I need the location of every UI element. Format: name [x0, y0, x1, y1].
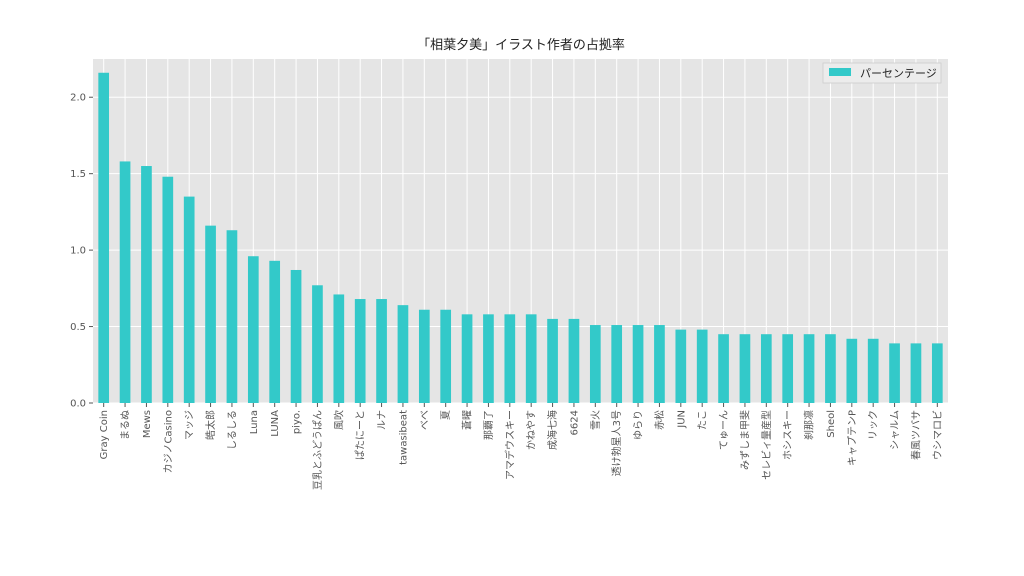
bar [504, 314, 516, 403]
y-tick-label: 1.5 [70, 169, 86, 180]
x-tick-label: 風吹 [332, 410, 345, 430]
x-tick-label: 赤松 [653, 410, 666, 430]
x-tick-label: 那覇了 [483, 410, 495, 440]
bar [141, 166, 152, 403]
bar [739, 334, 751, 403]
x-tick-label: しるしる [226, 410, 238, 450]
legend: パーセンテージ [822, 62, 942, 84]
x-tick-label: Mews [142, 410, 153, 438]
bar [867, 338, 879, 403]
x-tick-label: 透け勃星人3号 [610, 410, 623, 476]
bar [525, 314, 537, 403]
x-tick-label: たこ [697, 410, 709, 430]
x-tick-label: 刹那凛 [803, 410, 816, 440]
bar [333, 294, 345, 403]
x-tick-label: 成海七海 [546, 410, 559, 450]
bar [846, 338, 858, 403]
bar [290, 269, 302, 403]
x-tick-label: 6624 [569, 410, 580, 435]
bar [397, 305, 409, 403]
legend-label: パーセンテージ [860, 67, 937, 80]
x-tick-label: piyo. [292, 410, 303, 434]
x-tick-label: Sheol [826, 410, 837, 438]
bar [483, 314, 494, 403]
x-tick-label: ルナ [376, 410, 388, 430]
x-tick-label: tawasibeat [398, 410, 409, 465]
bar [889, 343, 900, 403]
bar [931, 343, 943, 403]
x-axis-ticks: Gray Coin まるぬ Mews カジノCasino マッジ 皓太郎 しるしる Luna L… [99, 403, 944, 490]
bar [247, 256, 259, 403]
bar [440, 309, 452, 403]
bar [654, 325, 665, 403]
bar [354, 299, 366, 403]
x-tick-label: Gray Coin [99, 410, 110, 459]
bar [119, 161, 131, 403]
x-tick-label: アマデウスキー [503, 410, 516, 480]
bar [696, 329, 708, 403]
x-tick-label: JUN [676, 410, 687, 429]
bar [803, 334, 815, 403]
bar [611, 325, 623, 403]
x-tick-label: ゆらり [633, 410, 645, 440]
bars [98, 72, 943, 403]
y-axis-ticks: 0.0 0.5 1.0 1.5 2.0 [70, 93, 93, 410]
x-tick-label: まるぬ [120, 410, 132, 440]
bar [312, 285, 323, 403]
x-tick-label: 蒼曜 [462, 410, 474, 430]
x-tick-label: ウシマロビ [932, 410, 944, 460]
bar [183, 196, 195, 403]
x-tick-label: LUNA [270, 410, 281, 437]
x-tick-label: 豆乳とふどうぱん [311, 410, 324, 490]
x-tick-label: マッジ [185, 410, 196, 440]
bar [98, 72, 110, 403]
x-tick-label: ホシスキー [782, 410, 794, 460]
bar [418, 309, 430, 403]
bar [568, 318, 580, 403]
x-tick-label: 雪火 [590, 410, 602, 430]
legend-box [822, 62, 942, 84]
bar [269, 260, 281, 403]
y-tick-label: 0.5 [70, 322, 86, 333]
bar [376, 299, 387, 403]
x-tick-label: てゅーん [718, 410, 730, 450]
chart-title: 「相葉夕美」イラスト作者の占拠率 [417, 37, 625, 53]
bar [675, 329, 687, 403]
y-tick-label: 0.0 [70, 399, 86, 410]
bar [760, 334, 772, 403]
bar [718, 334, 729, 403]
x-tick-label: シャルム [889, 410, 901, 450]
bar [461, 314, 473, 403]
bar [825, 334, 836, 403]
x-tick-label: 春風ツバサ [910, 410, 922, 460]
legend-swatch [829, 68, 851, 76]
x-tick-label: カジノCasino [162, 410, 174, 473]
bar [226, 230, 238, 403]
x-tick-label: リック [868, 410, 880, 440]
x-tick-label: Luna [249, 410, 260, 434]
bar [632, 325, 644, 403]
x-tick-label: セレビィ量産型 [760, 410, 773, 480]
bar [162, 176, 174, 403]
x-tick-label: かねやす [526, 410, 538, 450]
bar [205, 225, 216, 403]
bar [910, 343, 922, 403]
x-tick-label: べべ [420, 410, 431, 430]
plot-area [93, 59, 948, 403]
x-tick-label: みずしま甲斐 [739, 410, 751, 470]
bar [547, 318, 558, 403]
x-tick-label: キャプテンP [846, 410, 858, 466]
x-tick-label: ぱたにーと [355, 410, 367, 460]
y-tick-label: 2.0 [70, 93, 86, 104]
x-tick-label: 夏 [440, 410, 452, 420]
y-tick-label: 1.0 [70, 246, 86, 257]
bar [782, 334, 794, 403]
bar [589, 325, 601, 403]
x-tick-label: 皓太郎 [204, 410, 217, 440]
